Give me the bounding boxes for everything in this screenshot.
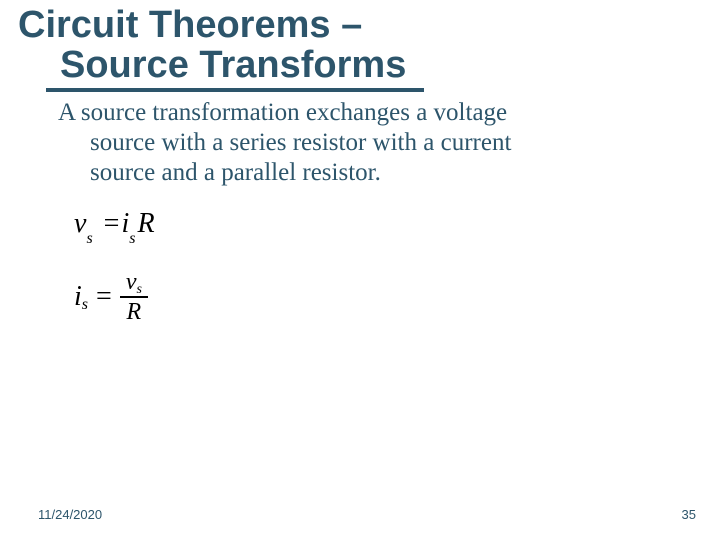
eq2-lhs: is: [74, 281, 88, 313]
slide-title: Circuit Theorems – Source Transforms: [18, 6, 680, 86]
slide: Circuit Theorems – Source Transforms A s…: [0, 0, 720, 540]
eq1-operator: =: [100, 208, 122, 239]
eq2-operator: =: [88, 281, 120, 313]
equation-block: vs =isR is = vs R: [74, 208, 155, 324]
eq2-lhs-var: i: [74, 281, 82, 313]
title-line-1: Circuit Theorems –: [18, 6, 680, 46]
footer-date: 11/24/2020: [38, 507, 102, 522]
body-paragraph: A source transformation exchanges a volt…: [58, 98, 600, 188]
equation-1: vs =isR: [74, 208, 155, 248]
eq2-num-sub: s: [136, 282, 141, 297]
body-line-2: source with a series resistor with a cur…: [58, 128, 600, 158]
eq1-lhs-sub: s: [86, 230, 92, 247]
eq2-denominator: R: [121, 300, 148, 324]
eq1-rhs-var2: R: [135, 208, 154, 239]
eq1-rhs-sub1: s: [129, 230, 135, 247]
body-line-1: A source transformation exchanges a volt…: [58, 99, 507, 126]
title-line-2: Source Transforms: [18, 46, 680, 86]
equation-2: is = vs R: [74, 270, 155, 324]
eq1-lhs-var: v: [74, 208, 86, 240]
title-underline: [46, 88, 424, 92]
fraction-bar: [120, 296, 148, 298]
eq2-numerator: vs: [120, 270, 148, 294]
eq2-fraction: vs R: [120, 270, 148, 324]
eq2-lhs-sub: s: [82, 296, 88, 314]
body-line-3: source and a parallel resistor.: [58, 158, 600, 188]
footer-page-number: 35: [682, 507, 696, 522]
eq2-num-var: v: [126, 269, 137, 295]
